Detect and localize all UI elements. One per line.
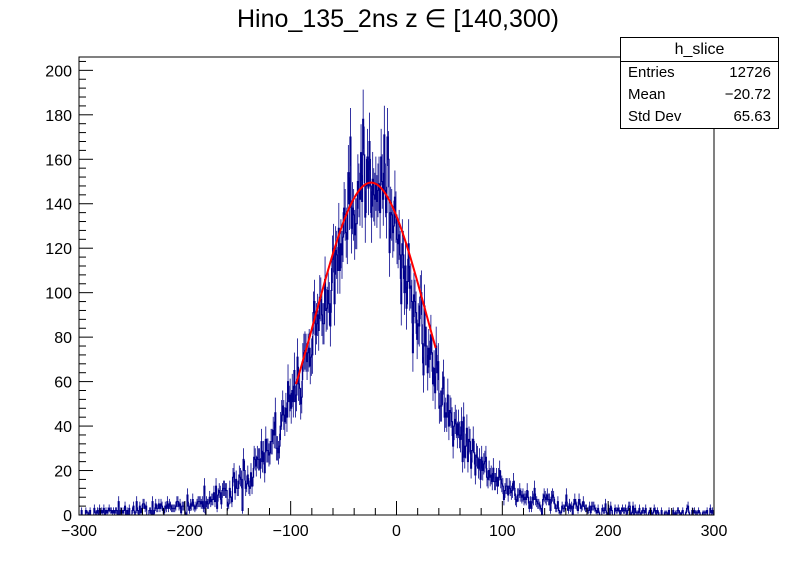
- y-tick-label: 20: [54, 464, 72, 481]
- y-tick-label: 0: [63, 508, 72, 525]
- histogram-series: [79, 89, 714, 516]
- x-tick-label: −200: [167, 523, 203, 540]
- y-tick-label: 120: [45, 241, 72, 258]
- stats-row-mean: Mean −20.72: [621, 84, 778, 106]
- x-tick-label: 0: [392, 523, 401, 540]
- gaussian-fit-curve: [295, 181, 437, 385]
- chart-title: Hino_135_2ns z ∈ [140,300): [237, 5, 559, 33]
- stats-label-entries: Entries: [628, 64, 675, 81]
- plot-frame: [78, 56, 715, 516]
- x-tick-label: 300: [701, 523, 728, 540]
- stats-box: h_slice Entries 12726 Mean −20.72 Std De…: [620, 37, 779, 129]
- stats-value-stddev: 65.63: [733, 108, 771, 125]
- x-tick-label: −100: [273, 523, 309, 540]
- x-tick-label: 200: [595, 523, 622, 540]
- gaussian-fit-series: [295, 181, 437, 385]
- y-tick-label: 100: [45, 286, 72, 303]
- y-tick-label: 180: [45, 108, 72, 125]
- y-tick-label: 60: [54, 375, 72, 392]
- stats-box-title: h_slice: [621, 38, 778, 62]
- y-tick-label: 80: [54, 330, 72, 347]
- stats-value-mean: −20.72: [724, 86, 771, 103]
- stats-value-entries: 12726: [729, 64, 771, 81]
- y-tick-label: 140: [45, 197, 72, 214]
- x-tick-label: 100: [489, 523, 516, 540]
- y-tick-label: 40: [54, 419, 72, 436]
- stats-label-stddev: Std Dev: [628, 108, 682, 125]
- x-tick-label: −300: [61, 523, 97, 540]
- axes: −300 −200 −100 0 100 200 300 0 20 40 60 80 100 120 140…: [45, 60, 728, 540]
- stats-row-entries: Entries 12726: [621, 62, 778, 84]
- histogram-bin-line: [79, 118, 714, 516]
- stats-label-mean: Mean: [628, 86, 666, 103]
- y-tick-label: 200: [45, 63, 72, 80]
- y-tick-label: 160: [45, 152, 72, 169]
- stats-row-stddev: Std Dev 65.63: [621, 106, 778, 128]
